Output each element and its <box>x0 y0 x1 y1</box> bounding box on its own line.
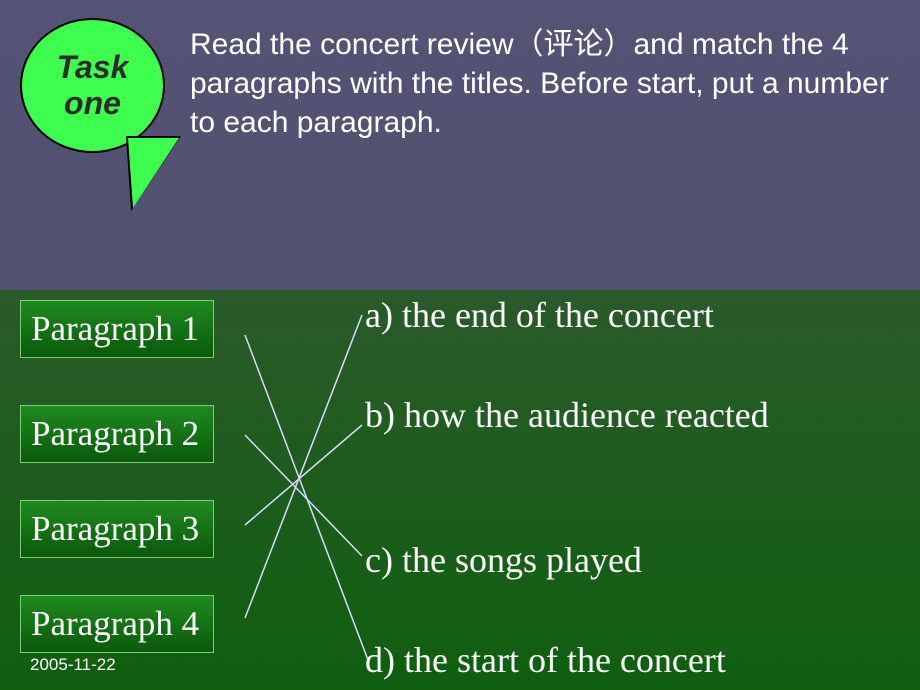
paragraph-label: Paragraph 1 <box>31 309 199 348</box>
option-label: d) the start of the concert <box>365 640 726 680</box>
option-label: c) the songs played <box>365 540 642 580</box>
paragraph-box: Paragraph 2 <box>20 405 214 463</box>
paragraph-box: Paragraph 1 <box>20 300 214 358</box>
option-text: d) the start of the concert <box>365 640 726 681</box>
paragraph-box: Paragraph 4 <box>20 595 214 653</box>
option-text: a) the end of the concert <box>365 295 714 336</box>
option-label: a) the end of the concert <box>365 295 714 335</box>
paragraph-label: Paragraph 3 <box>31 509 199 548</box>
paragraph-label: Paragraph 4 <box>31 604 199 643</box>
footer-date: 2005-11-22 <box>30 655 116 675</box>
instruction-text: Read the concert review（评论）and match the… <box>190 25 890 142</box>
paragraph-label: Paragraph 2 <box>31 414 199 453</box>
task-label: Task one <box>32 50 153 120</box>
option-text: b) how the audience reacted <box>365 395 769 436</box>
option-label: b) how the audience reacted <box>365 395 769 435</box>
option-text: c) the songs played <box>365 540 642 581</box>
slide: Task one Read the concert review（评论）and … <box>0 0 920 690</box>
paragraph-box: Paragraph 3 <box>20 500 214 558</box>
task-bubble: Task one <box>20 18 165 153</box>
